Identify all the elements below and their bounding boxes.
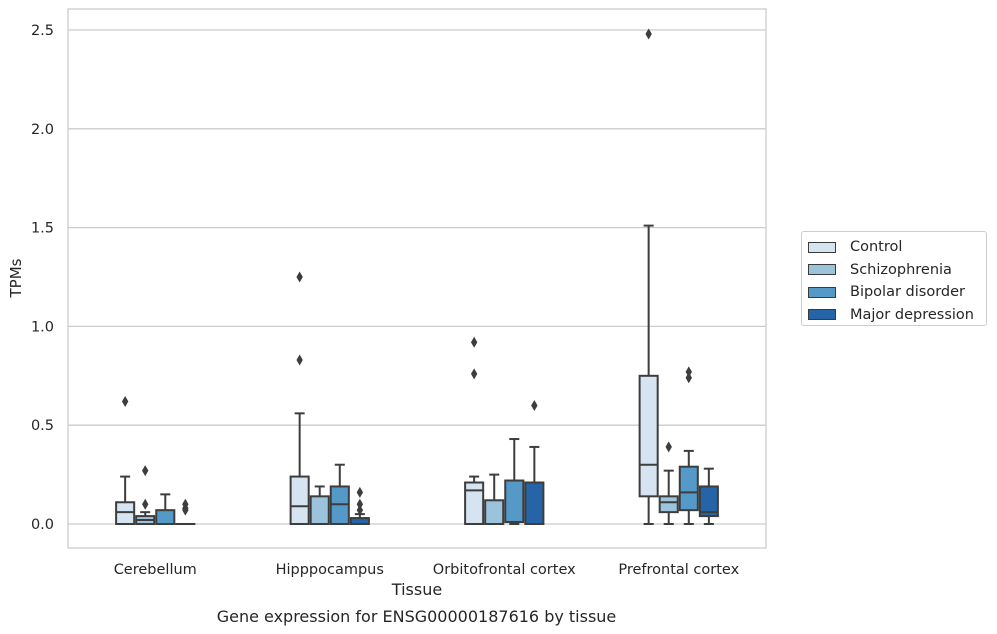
- box: [155, 493, 176, 525]
- outlier-point: [531, 399, 538, 411]
- outlier-point: [685, 366, 692, 378]
- y-tick-label: 1.0: [31, 319, 54, 335]
- box: [504, 438, 525, 525]
- outlier-point: [296, 271, 303, 283]
- box: [638, 28, 659, 525]
- y-axis-label: TPMs: [7, 258, 25, 298]
- legend-swatch: [808, 264, 836, 276]
- outlier-point: [356, 504, 364, 516]
- legend-item-control: Control: [808, 236, 986, 259]
- x-tick-labels: Cerebellum Hipppocampus Orbitofrontal cort…: [114, 562, 740, 578]
- legend: Control Schizophrenia Bipolar disorder M…: [801, 231, 987, 326]
- box-body: [658, 495, 679, 514]
- box-body: [289, 475, 310, 525]
- box: [135, 465, 156, 526]
- y-tick-label: 1.5: [31, 221, 54, 237]
- box: [524, 399, 545, 525]
- box-body: [464, 481, 485, 525]
- outlier-point: [470, 368, 478, 380]
- legend-label: Bipolar disorder: [850, 284, 965, 301]
- box: [698, 467, 719, 525]
- y-tick-label: 2.5: [31, 23, 54, 39]
- legend-swatch: [808, 241, 836, 253]
- box: [464, 336, 485, 525]
- box-plots: [115, 28, 719, 526]
- box-body: [309, 495, 330, 525]
- outlier-point: [356, 486, 364, 498]
- grid-lines: [68, 29, 766, 525]
- x-tick-label: Orbitofrontal cortex: [433, 562, 576, 578]
- box: [309, 485, 330, 525]
- legend-label: Major depression: [850, 306, 974, 323]
- outlier-point: [121, 395, 129, 407]
- legend-item-schizophrenia: Schizophrenia: [808, 259, 986, 282]
- outlier-point: [182, 498, 189, 510]
- outlier-point: [296, 354, 303, 366]
- figure-caption: Gene expression for ENSG00000187616 by t…: [216, 607, 617, 626]
- x-tick-label: Hipppocampus: [276, 562, 384, 578]
- box: [484, 473, 505, 525]
- y-tick-label: 0.5: [31, 418, 54, 434]
- y-tick-label: 2.0: [31, 122, 54, 138]
- box: [349, 486, 370, 526]
- box: [115, 395, 136, 526]
- box: [289, 271, 310, 525]
- outlier-point: [142, 498, 149, 510]
- box-body: [524, 481, 545, 525]
- x-tick-label: Cerebellum: [114, 562, 197, 578]
- legend-swatch: [808, 309, 836, 321]
- outlier-point: [665, 441, 672, 453]
- box-body: [638, 374, 659, 498]
- outlier-point: [685, 372, 692, 384]
- legend-swatch: [808, 286, 836, 298]
- box-body: [678, 465, 699, 512]
- x-axis-label: Tissue: [391, 580, 442, 599]
- y-tick-label: 0.0: [31, 517, 54, 533]
- outlier-point: [645, 28, 652, 40]
- legend-label: Control: [850, 239, 903, 256]
- box-body: [155, 509, 176, 525]
- outlier-point: [470, 336, 478, 348]
- box-body: [698, 485, 719, 518]
- x-tick-label: Prefrontal cortex: [618, 562, 739, 578]
- legend-item-bipolar-disorder: Bipolar disorder: [808, 281, 986, 304]
- outlier-point: [356, 498, 364, 510]
- outlier-point: [142, 465, 149, 477]
- box-body: [484, 499, 505, 525]
- legend-item-major-depression: Major depression: [808, 304, 986, 327]
- box: [658, 441, 679, 525]
- plot-frame: [67, 8, 767, 549]
- box-body: [504, 479, 525, 524]
- box: [329, 463, 350, 525]
- legend-label: Schizophrenia: [850, 261, 952, 278]
- box: [678, 366, 699, 525]
- y-tick-labels: 0.0 0.5 1.0 1.5 2.0 2.5: [31, 23, 54, 533]
- box: [175, 498, 196, 526]
